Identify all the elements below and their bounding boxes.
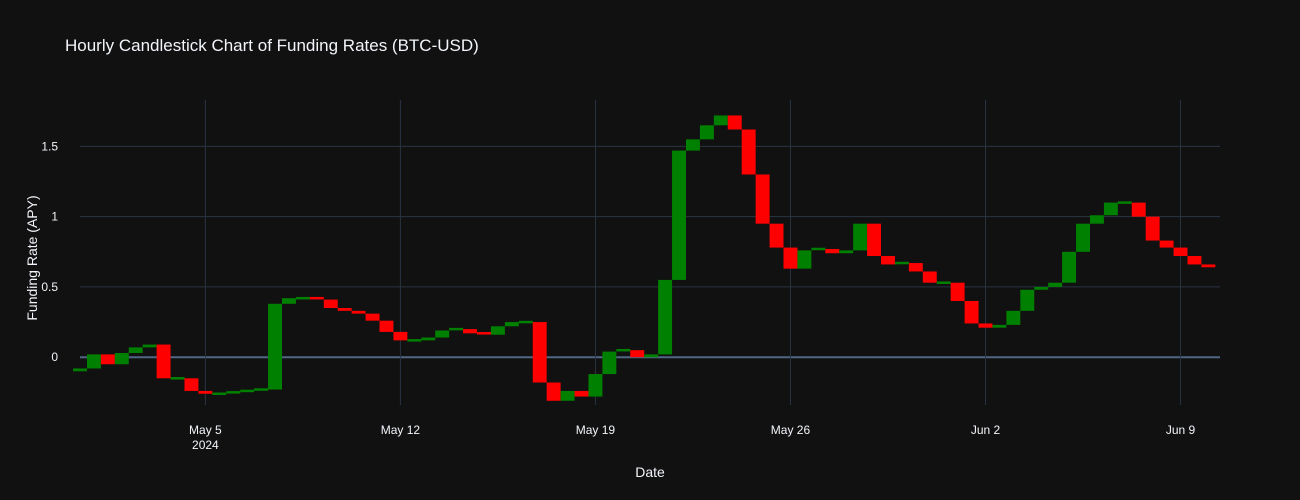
candle-body xyxy=(212,392,227,396)
candle-body xyxy=(128,347,143,353)
candle-body xyxy=(463,329,478,334)
candle-body xyxy=(588,374,603,397)
candle-body xyxy=(825,248,840,254)
candle-body xyxy=(281,298,296,304)
chart-title: Hourly Candlestick Chart of Funding Rate… xyxy=(65,36,479,55)
x-tick-label: Jun 9 xyxy=(1166,423,1196,437)
candle-body xyxy=(894,261,909,265)
candle-body xyxy=(713,115,728,126)
y-axis-title: Funding Rate (APY) xyxy=(24,195,40,320)
candle-body xyxy=(449,327,464,331)
candle-body xyxy=(769,223,784,248)
candle-body xyxy=(1187,256,1202,265)
candle-body xyxy=(602,351,617,375)
candle-body xyxy=(699,125,714,140)
candle-body xyxy=(518,320,533,324)
candle-body xyxy=(365,313,380,321)
x-tick-label: Jun 2 xyxy=(971,423,1001,437)
candle-body xyxy=(295,296,310,300)
candle-body xyxy=(853,223,868,251)
candle-body xyxy=(198,390,213,394)
candle-body xyxy=(254,388,269,391)
candle-body xyxy=(114,352,129,365)
candle-body xyxy=(964,300,979,324)
candle-body xyxy=(1131,202,1146,217)
candle-body xyxy=(1062,251,1077,283)
candle-body xyxy=(170,377,185,380)
candle-body xyxy=(922,271,937,283)
x-tick-label: May 19 xyxy=(576,423,616,437)
y-tick-label: 0.5 xyxy=(41,280,58,294)
candle-body xyxy=(978,323,993,328)
candle-body xyxy=(351,310,366,314)
candle-body xyxy=(393,331,408,341)
candle-body xyxy=(1173,247,1188,257)
x-axis-title: Date xyxy=(635,464,665,480)
x-tick-label: May 5 2024 xyxy=(189,423,222,452)
candle-body xyxy=(337,308,352,311)
candle-body xyxy=(1076,223,1090,252)
candle-body xyxy=(755,174,770,224)
candle-body xyxy=(992,324,1007,328)
candle-body xyxy=(685,139,700,151)
candle-body xyxy=(867,223,882,257)
candle-body xyxy=(1006,310,1021,325)
candle-body xyxy=(630,350,645,358)
candle-body xyxy=(839,250,854,254)
candle-body xyxy=(407,339,422,342)
candle-body xyxy=(142,344,157,348)
candle-body xyxy=(658,279,673,355)
candle-body xyxy=(1034,286,1049,290)
y-tick-label: 0 xyxy=(51,350,58,364)
candle-body xyxy=(727,115,742,130)
candle-body xyxy=(504,322,519,327)
candle-body xyxy=(797,250,812,269)
candle-body xyxy=(811,247,826,251)
candle-body xyxy=(1201,264,1216,268)
candle-body xyxy=(908,263,923,272)
candle-body xyxy=(672,150,686,280)
candle-body xyxy=(741,129,756,175)
candle-body xyxy=(1048,282,1063,287)
candle-body xyxy=(1020,289,1035,311)
candle-body xyxy=(1145,216,1160,241)
candle-body xyxy=(184,378,199,391)
candle-body xyxy=(1117,201,1132,204)
candle-body xyxy=(546,382,561,401)
candle-body xyxy=(881,256,895,265)
candle-body xyxy=(532,322,547,383)
x-tick-label: May 12 xyxy=(381,423,421,437)
candle-body xyxy=(156,344,171,379)
candle-body xyxy=(574,390,589,397)
candle-body xyxy=(1159,240,1174,248)
candle-body xyxy=(100,354,115,365)
candle-body xyxy=(309,296,324,300)
candle-body xyxy=(1103,202,1118,216)
candle-body xyxy=(86,354,101,369)
y-tick-label: 1 xyxy=(51,210,58,224)
candle-body xyxy=(477,332,491,335)
x-tick-label: May 26 xyxy=(771,423,811,437)
y-tick-label: 1.5 xyxy=(41,139,58,153)
candle-body xyxy=(268,303,282,390)
candle-body xyxy=(950,282,965,301)
candle-body xyxy=(560,390,575,401)
candle-body xyxy=(73,368,87,372)
candle-body xyxy=(435,330,450,338)
candle-body xyxy=(490,326,505,335)
candle-body xyxy=(936,281,951,284)
candle-body xyxy=(783,247,798,269)
candle-body xyxy=(421,337,436,341)
candle-body xyxy=(323,299,338,309)
candle-body xyxy=(644,354,659,358)
candle-body xyxy=(240,389,255,393)
candles xyxy=(73,115,1216,401)
candle-body xyxy=(226,391,241,394)
candle-body xyxy=(616,348,631,352)
candle-body xyxy=(379,320,394,332)
candle-body xyxy=(1089,215,1104,224)
